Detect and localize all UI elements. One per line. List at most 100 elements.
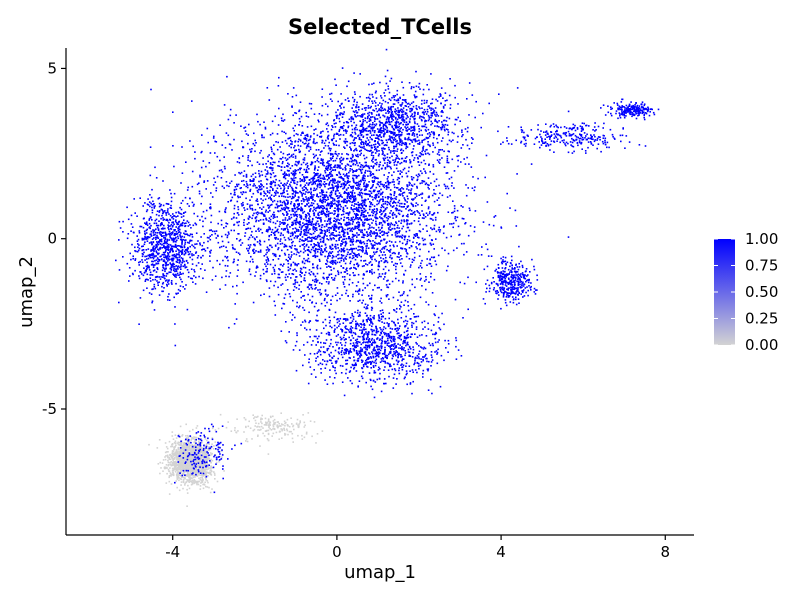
- data-point: [384, 221, 386, 224]
- data-point: [179, 474, 181, 477]
- data-point: [200, 474, 203, 477]
- data-point: [303, 218, 305, 221]
- data-point: [273, 199, 276, 202]
- data-point: [264, 128, 267, 130]
- data-point: [360, 142, 362, 144]
- data-point: [398, 158, 401, 160]
- data-point: [201, 450, 204, 453]
- data-point: [260, 180, 262, 182]
- data-point: [314, 235, 317, 238]
- data-point: [411, 324, 413, 327]
- data-point: [265, 209, 267, 212]
- data-point: [296, 237, 298, 239]
- data-point: [267, 220, 270, 222]
- data-point: [372, 255, 374, 257]
- data-point: [298, 255, 301, 257]
- data-point: [197, 472, 200, 475]
- data-point: [202, 160, 205, 162]
- data-point: [453, 187, 455, 189]
- data-point: [428, 144, 431, 146]
- data-point: [176, 486, 178, 489]
- data-point: [418, 236, 420, 239]
- data-point: [183, 462, 185, 464]
- data-point: [353, 199, 356, 202]
- data-point: [293, 179, 296, 182]
- data-point: [189, 468, 192, 470]
- data-point: [198, 445, 201, 448]
- data-point: [334, 78, 336, 81]
- data-point: [225, 132, 228, 134]
- data-point: [430, 256, 433, 259]
- data-point: [376, 250, 378, 253]
- data-point: [300, 206, 302, 209]
- data-point: [185, 446, 187, 449]
- data-point: [407, 209, 410, 212]
- data-point: [396, 208, 398, 210]
- data-point: [388, 135, 391, 137]
- data-point: [257, 191, 259, 194]
- data-point: [358, 180, 360, 183]
- data-point: [357, 239, 359, 242]
- data-point: [357, 164, 359, 167]
- data-point: [367, 247, 370, 249]
- data-point: [178, 477, 180, 479]
- data-point: [335, 235, 338, 237]
- data-point: [186, 445, 189, 447]
- data-point: [419, 223, 421, 226]
- data-point: [388, 240, 391, 242]
- data-point: [221, 456, 223, 458]
- data-point: [181, 146, 183, 148]
- data-point: [396, 155, 399, 158]
- data-point: [381, 234, 384, 236]
- data-point: [382, 200, 384, 203]
- data-point: [259, 228, 262, 231]
- data-point: [341, 230, 343, 233]
- data-point: [336, 115, 338, 118]
- data-point: [282, 265, 284, 267]
- data-point: [285, 173, 287, 175]
- data-point: [243, 127, 245, 129]
- data-point: [225, 181, 228, 183]
- data-point: [174, 464, 177, 467]
- data-point: [190, 449, 193, 452]
- data-point: [452, 249, 455, 252]
- data-point: [381, 224, 384, 226]
- data-point: [255, 422, 257, 424]
- data-point: [413, 303, 416, 306]
- data-point: [302, 240, 304, 242]
- data-point: [415, 246, 417, 248]
- data-point: [205, 457, 207, 460]
- data-point: [215, 141, 218, 143]
- data-point: [342, 206, 345, 209]
- data-point: [405, 250, 407, 252]
- data-point: [368, 208, 371, 211]
- data-point: [309, 299, 311, 301]
- data-point: [330, 303, 332, 305]
- data-point: [398, 220, 400, 223]
- data-point: [334, 190, 337, 192]
- data-point: [309, 210, 311, 213]
- data-point: [382, 185, 385, 187]
- data-point: [463, 253, 465, 256]
- data-point: [331, 175, 334, 177]
- data-point: [391, 206, 394, 208]
- data-point: [193, 455, 196, 457]
- data-point: [338, 134, 340, 137]
- data-point: [248, 247, 250, 250]
- data-point: [283, 166, 286, 168]
- data-point: [205, 454, 208, 456]
- data-point: [353, 213, 356, 215]
- data-point: [397, 212, 400, 215]
- data-point: [499, 287, 501, 289]
- data-point: [303, 176, 305, 178]
- data-point: [291, 154, 293, 156]
- data-point: [227, 259, 229, 262]
- data-point: [329, 168, 331, 171]
- data-point: [224, 255, 226, 258]
- data-point: [287, 200, 289, 202]
- data-point: [294, 169, 296, 171]
- data-point: [206, 236, 209, 239]
- data-point: [329, 207, 331, 209]
- data-point: [342, 173, 345, 176]
- data-point: [273, 254, 276, 257]
